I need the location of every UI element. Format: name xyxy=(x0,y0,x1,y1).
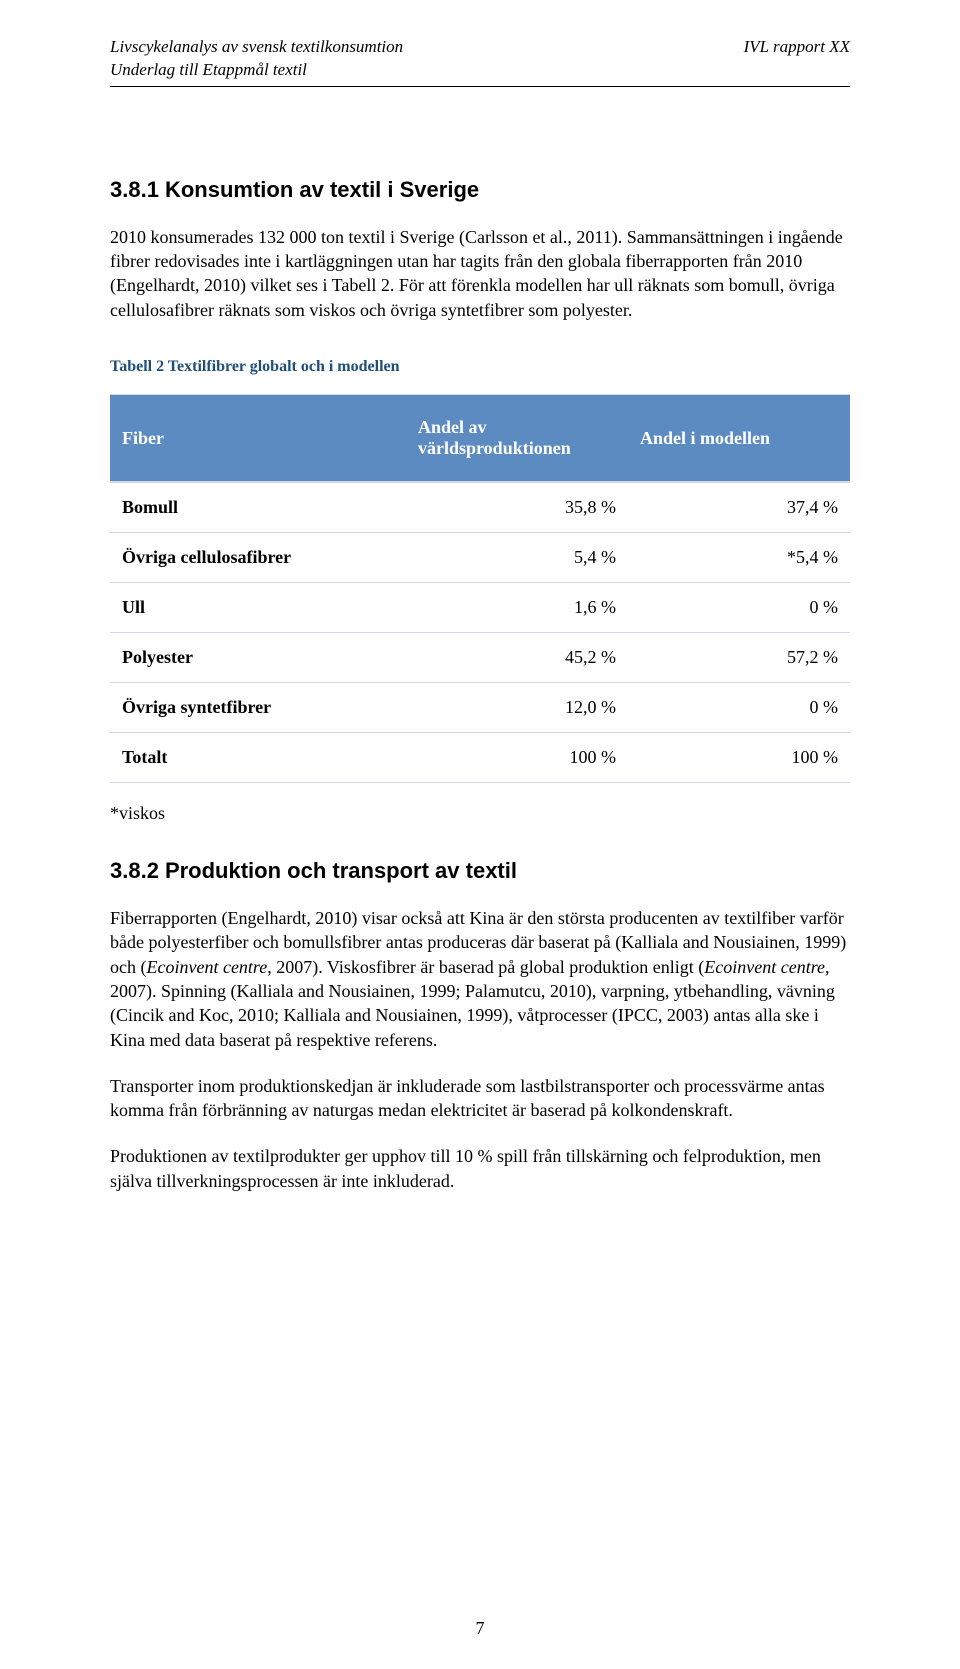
cell-label: Ull xyxy=(110,583,406,633)
col-fiber: Fiber xyxy=(110,395,406,483)
cell-label: Bomull xyxy=(110,482,406,533)
section-2-para-1: Fiberrapporten (Engelhardt, 2010) visar … xyxy=(110,906,850,1052)
page: Livscykelanalys av svensk textilkonsumti… xyxy=(0,0,960,1669)
table-header-row: Fiber Andel av världsproduktionen Andel … xyxy=(110,395,850,483)
header-rule xyxy=(110,86,850,87)
table-row: Totalt 100 % 100 % xyxy=(110,733,850,783)
cell-val: 100 % xyxy=(628,733,850,783)
page-number: 7 xyxy=(0,1618,960,1639)
cell-val: 12,0 % xyxy=(406,683,628,733)
cell-val: 0 % xyxy=(628,583,850,633)
cell-label: Övriga syntetfibrer xyxy=(110,683,406,733)
col-model: Andel i modellen xyxy=(628,395,850,483)
section-2-number: 3.8.2 xyxy=(110,858,159,883)
section-2-para-2: Transporter inom produktionskedjan är in… xyxy=(110,1074,850,1123)
cell-label: Övriga cellulosafibrer xyxy=(110,533,406,583)
header-left-line2: Underlag till Etappmål textil xyxy=(110,60,307,79)
cell-val: 100 % xyxy=(406,733,628,783)
table-caption: Tabell 2 Textilfibrer globalt och i mode… xyxy=(110,358,850,376)
header-left: Livscykelanalys av svensk textilkonsumti… xyxy=(110,36,403,82)
section-2-heading: 3.8.2Produktion och transport av textil xyxy=(110,858,850,884)
section-2-para-3: Produktionen av textilprodukter ger upph… xyxy=(110,1144,850,1193)
section-2-title: Produktion och transport av textil xyxy=(165,858,517,883)
cell-val: 1,6 % xyxy=(406,583,628,633)
cell-label: Totalt xyxy=(110,733,406,783)
section-1-number: 3.8.1 xyxy=(110,177,159,202)
running-header: Livscykelanalys av svensk textilkonsumti… xyxy=(110,36,850,82)
section-1-heading: 3.8.1Konsumtion av textil i Sverige xyxy=(110,177,850,203)
cell-val: 45,2 % xyxy=(406,633,628,683)
table-row: Övriga syntetfibrer 12,0 % 0 % xyxy=(110,683,850,733)
table-row: Bomull 35,8 % 37,4 % xyxy=(110,482,850,533)
section-1-para: 2010 konsumerades 132 000 ton textil i S… xyxy=(110,225,850,322)
table-footnote: *viskos xyxy=(110,803,850,824)
header-right: IVL rapport XX xyxy=(744,36,850,82)
cell-val: 0 % xyxy=(628,683,850,733)
fiber-table: Fiber Andel av världsproduktionen Andel … xyxy=(110,394,850,783)
col-world: Andel av världsproduktionen xyxy=(406,395,628,483)
cell-val: 37,4 % xyxy=(628,482,850,533)
cell-val: 5,4 % xyxy=(406,533,628,583)
table-row: Ull 1,6 % 0 % xyxy=(110,583,850,633)
cell-label: Polyester xyxy=(110,633,406,683)
header-left-line1: Livscykelanalys av svensk textilkonsumti… xyxy=(110,37,403,56)
table-row: Polyester 45,2 % 57,2 % xyxy=(110,633,850,683)
cell-val: 35,8 % xyxy=(406,482,628,533)
cell-val: *5,4 % xyxy=(628,533,850,583)
section-1-title: Konsumtion av textil i Sverige xyxy=(165,177,479,202)
table-row: Övriga cellulosafibrer 5,4 % *5,4 % xyxy=(110,533,850,583)
cell-val: 57,2 % xyxy=(628,633,850,683)
